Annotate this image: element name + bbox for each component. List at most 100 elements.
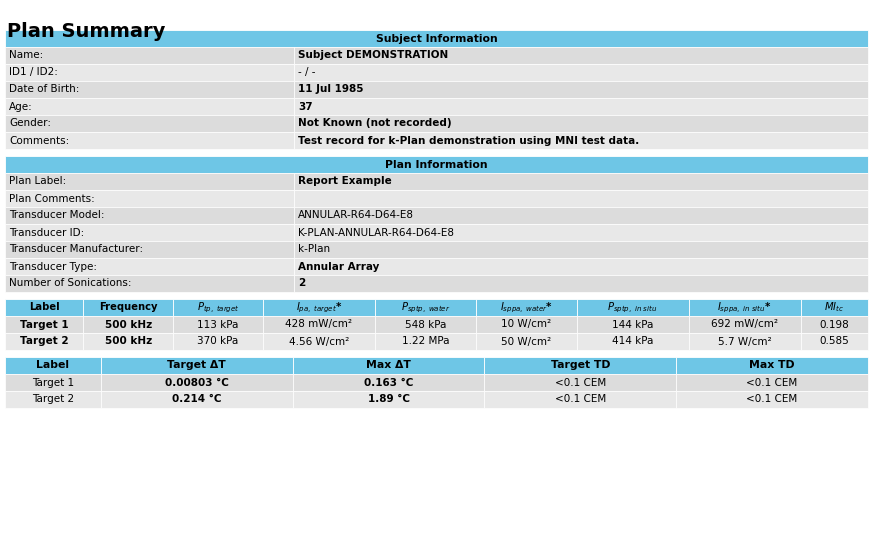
Bar xyxy=(677,374,868,391)
Bar xyxy=(801,333,868,350)
Text: $P_{sptp,\ water}$: $P_{sptp,\ water}$ xyxy=(401,300,450,315)
Text: $I_{sppa,\ water}$*: $I_{sppa,\ water}$* xyxy=(499,300,553,315)
Bar xyxy=(294,224,868,241)
Text: 10 W/cm²: 10 W/cm² xyxy=(501,320,551,329)
Text: 113 kPa: 113 kPa xyxy=(197,320,238,329)
Text: Target 2: Target 2 xyxy=(20,336,69,347)
Bar xyxy=(294,207,868,224)
Text: 370 kPa: 370 kPa xyxy=(197,336,238,347)
Bar xyxy=(5,190,294,207)
Bar xyxy=(294,258,868,275)
Bar xyxy=(689,333,801,350)
Bar xyxy=(84,333,173,350)
Bar xyxy=(576,333,689,350)
Text: 0.214 °C: 0.214 °C xyxy=(172,395,222,404)
Bar xyxy=(263,333,375,350)
Text: $MI_{tc}$: $MI_{tc}$ xyxy=(824,301,844,314)
Bar xyxy=(294,190,868,207)
Bar xyxy=(5,156,868,173)
Text: Transducer Model:: Transducer Model: xyxy=(9,211,105,220)
Bar xyxy=(84,299,173,316)
Text: Comments:: Comments: xyxy=(9,136,69,145)
Text: $I_{sppa,\ in\ situ}$*: $I_{sppa,\ in\ situ}$* xyxy=(718,300,772,315)
Bar xyxy=(101,357,292,374)
Text: k-Plan: k-Plan xyxy=(298,245,330,254)
Text: $I_{pa,\ target}$*: $I_{pa,\ target}$* xyxy=(296,300,342,315)
Bar xyxy=(5,30,868,47)
Bar xyxy=(5,47,294,64)
Bar xyxy=(375,299,476,316)
Text: K-PLAN-ANNULAR-R64-D64-E8: K-PLAN-ANNULAR-R64-D64-E8 xyxy=(298,227,454,238)
Text: $P_{sptp,\ in\ situ}$: $P_{sptp,\ in\ situ}$ xyxy=(608,300,657,315)
Text: Label: Label xyxy=(37,361,70,370)
Text: Subject Information: Subject Information xyxy=(375,33,498,44)
Bar xyxy=(292,374,485,391)
Bar xyxy=(263,316,375,333)
Bar xyxy=(576,316,689,333)
Text: 500 kHz: 500 kHz xyxy=(105,336,152,347)
Text: 144 kPa: 144 kPa xyxy=(612,320,653,329)
Bar xyxy=(689,316,801,333)
Bar xyxy=(173,299,263,316)
Bar xyxy=(5,258,294,275)
Text: - / -: - / - xyxy=(298,68,316,78)
Text: Plan Summary: Plan Summary xyxy=(7,22,165,41)
Text: <0.1 CEM: <0.1 CEM xyxy=(746,395,798,404)
Bar xyxy=(5,207,294,224)
Text: Plan Comments:: Plan Comments: xyxy=(9,193,95,204)
Text: Label: Label xyxy=(29,302,59,313)
Text: <0.1 CEM: <0.1 CEM xyxy=(746,377,798,388)
Bar xyxy=(292,391,485,408)
Text: $P_{tp,\ target}$: $P_{tp,\ target}$ xyxy=(196,300,239,315)
Bar xyxy=(294,132,868,149)
Bar xyxy=(485,357,677,374)
Bar xyxy=(485,374,677,391)
Bar xyxy=(5,98,294,115)
Bar xyxy=(294,81,868,98)
Text: Target ΔT: Target ΔT xyxy=(168,361,226,370)
Bar xyxy=(84,316,173,333)
Text: 1.89 °C: 1.89 °C xyxy=(368,395,409,404)
Bar xyxy=(801,316,868,333)
Bar xyxy=(5,115,294,132)
Bar xyxy=(677,391,868,408)
Bar xyxy=(485,391,677,408)
Bar xyxy=(294,47,868,64)
Bar xyxy=(294,275,868,292)
Bar xyxy=(5,333,84,350)
Text: Number of Sonications:: Number of Sonications: xyxy=(9,279,132,288)
Text: 0.198: 0.198 xyxy=(820,320,849,329)
Text: <0.1 CEM: <0.1 CEM xyxy=(554,377,606,388)
Text: 500 kHz: 500 kHz xyxy=(105,320,152,329)
Text: Target 1: Target 1 xyxy=(20,320,69,329)
Text: Transducer ID:: Transducer ID: xyxy=(9,227,85,238)
Bar xyxy=(173,333,263,350)
Text: 2: 2 xyxy=(298,279,306,288)
Text: Gender:: Gender: xyxy=(9,118,51,129)
Text: 1.22 MPa: 1.22 MPa xyxy=(402,336,449,347)
Bar xyxy=(173,316,263,333)
Text: Report Example: Report Example xyxy=(298,177,392,186)
Bar xyxy=(801,299,868,316)
Bar xyxy=(375,316,476,333)
Text: 5.7 W/cm²: 5.7 W/cm² xyxy=(718,336,772,347)
Text: Target TD: Target TD xyxy=(551,361,610,370)
Bar xyxy=(5,275,294,292)
Bar xyxy=(294,241,868,258)
Bar xyxy=(263,299,375,316)
Text: 414 kPa: 414 kPa xyxy=(612,336,653,347)
Bar xyxy=(5,241,294,258)
Text: 428 mW/cm²: 428 mW/cm² xyxy=(285,320,353,329)
Bar xyxy=(101,391,292,408)
Text: 0.163 °C: 0.163 °C xyxy=(364,377,413,388)
Text: 692 mW/cm²: 692 mW/cm² xyxy=(711,320,778,329)
Text: Annular Array: Annular Array xyxy=(298,261,380,272)
Text: <0.1 CEM: <0.1 CEM xyxy=(554,395,606,404)
Bar xyxy=(677,357,868,374)
Bar xyxy=(576,299,689,316)
Bar xyxy=(5,81,294,98)
Text: 0.00803 °C: 0.00803 °C xyxy=(165,377,229,388)
Bar xyxy=(5,316,84,333)
Text: Subject DEMONSTRATION: Subject DEMONSTRATION xyxy=(298,51,449,60)
Bar xyxy=(5,299,84,316)
